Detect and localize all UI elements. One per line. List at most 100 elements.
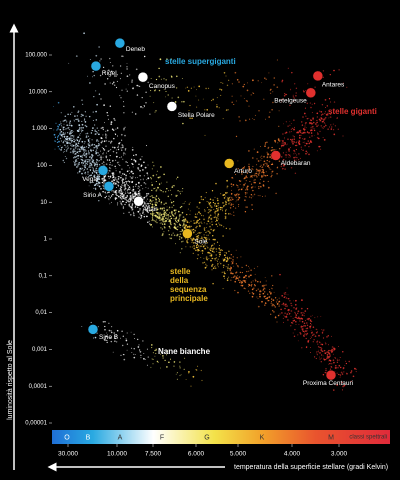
cloud-dot: [311, 112, 313, 114]
cloud-dot: [214, 216, 217, 218]
cloud-dot: [122, 178, 124, 181]
cloud-dot: [164, 213, 166, 215]
cloud-dot: [227, 267, 229, 270]
cloud-dot: [267, 300, 269, 302]
cloud-dot: [201, 252, 204, 254]
cloud-dot: [217, 215, 219, 217]
cloud-dot: [230, 266, 232, 268]
cloud-dot: [110, 201, 112, 203]
cloud-dot: [159, 58, 162, 61]
cloud-dot: [183, 227, 186, 229]
cloud-dot: [115, 197, 118, 200]
cloud-dot: [267, 153, 269, 156]
cloud-dot: [132, 188, 135, 191]
cloud-dot: [84, 166, 87, 169]
cloud-dot: [263, 174, 265, 176]
cloud-dot: [281, 312, 283, 314]
cloud-dot: [346, 372, 348, 375]
cloud-dot: [80, 147, 82, 149]
cloud-dot: [308, 317, 310, 320]
cloud-dot: [91, 129, 93, 132]
cloud-dot: [211, 250, 214, 253]
cloud-dot: [155, 198, 157, 201]
cloud-dot: [304, 141, 306, 143]
cloud-dot: [129, 205, 132, 208]
cloud-dot: [198, 201, 201, 204]
cloud-dot: [175, 216, 177, 218]
cloud-dot: [205, 266, 207, 269]
cloud-dot: [277, 142, 279, 144]
cloud-dot: [125, 182, 128, 185]
cloud-dot: [320, 110, 323, 113]
cloud-dot: [135, 68, 138, 71]
cloud-dot: [276, 167, 278, 169]
cloud-dot: [282, 302, 285, 305]
cloud-dot: [54, 140, 57, 142]
cloud-dot: [95, 152, 97, 155]
cloud-dot: [105, 130, 107, 132]
cloud-dot: [142, 107, 144, 109]
cloud-dot: [222, 288, 224, 290]
cloud-dot: [229, 228, 231, 230]
cloud-dot: [305, 152, 307, 155]
cloud-dot: [118, 189, 121, 192]
cloud-dot: [83, 160, 86, 163]
y-tick-label: 10.000: [29, 89, 48, 95]
cloud-dot: [114, 165, 116, 168]
cloud-dot: [316, 125, 318, 127]
cloud-dot: [93, 146, 95, 149]
cloud-dot: [188, 109, 190, 111]
cloud-dot: [225, 209, 227, 211]
cloud-dot: [142, 178, 144, 180]
cloud-dot: [266, 298, 268, 300]
cloud-dot: [311, 331, 313, 333]
cloud-dot: [310, 129, 312, 131]
cloud-dot: [98, 143, 100, 145]
cloud-dot: [212, 229, 215, 232]
cloud-dot: [88, 151, 90, 154]
cloud-dot: [334, 348, 336, 350]
cloud-dot: [95, 167, 98, 170]
cloud-dot: [71, 150, 74, 152]
cloud-dot: [284, 312, 286, 314]
cloud-dot: [278, 300, 281, 303]
cloud-dot: [323, 139, 326, 141]
cloud-dot: [316, 112, 319, 115]
cloud-dot: [77, 136, 80, 138]
cloud-dot: [303, 131, 305, 133]
cloud-dot: [111, 128, 114, 130]
cloud-dot: [112, 172, 115, 174]
cloud-dot: [154, 187, 156, 189]
cloud-dot: [67, 141, 69, 143]
cloud-dot: [157, 212, 159, 215]
cloud-dot: [291, 71, 293, 74]
cloud-dot: [262, 289, 264, 291]
cloud-dot: [249, 118, 251, 120]
cloud-dot: [171, 212, 173, 214]
cloud-dot: [264, 291, 266, 293]
cloud-dot: [116, 180, 118, 182]
cloud-dot: [123, 186, 125, 188]
cloud-dot: [132, 87, 134, 89]
cloud-dot: [98, 175, 100, 177]
cloud-dot: [87, 150, 90, 152]
cloud-dot: [166, 218, 169, 220]
cloud-dot: [136, 94, 139, 96]
star-label: Betelgeuse: [274, 98, 307, 105]
cloud-dot: [97, 174, 99, 175]
cloud-dot: [322, 113, 324, 115]
cloud-dot: [287, 319, 289, 321]
cloud-dot: [62, 128, 65, 130]
cloud-dot: [223, 226, 225, 228]
cloud-dot: [300, 326, 303, 328]
cloud-dot: [179, 191, 181, 193]
cloud-dot: [230, 204, 232, 206]
cloud-dot: [129, 202, 131, 204]
cloud-dot: [137, 346, 140, 348]
cloud-dot: [82, 153, 85, 156]
cloud-dot: [318, 356, 320, 358]
cloud-dot: [202, 98, 204, 100]
cloud-dot: [101, 162, 103, 165]
cloud-dot: [195, 246, 198, 249]
cloud-dot: [252, 292, 255, 295]
